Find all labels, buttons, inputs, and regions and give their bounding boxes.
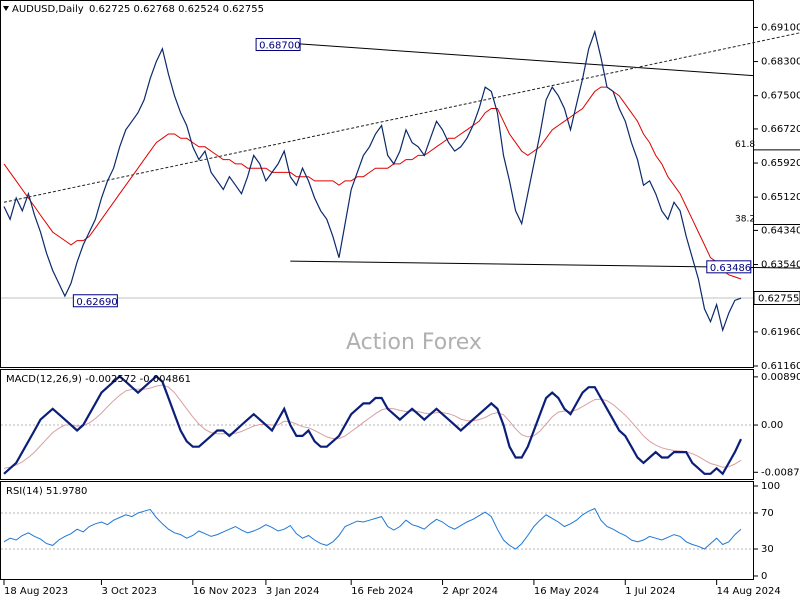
price-label-value: 0.62690 [76, 297, 117, 308]
rsi-panel-title: RSI(14) 51.9780 [6, 486, 87, 497]
price-series [3, 29, 742, 333]
rsi-tick-label: 30 [761, 544, 774, 555]
price-tick-label: 0.61160 [761, 361, 800, 372]
macd-line [3, 374, 742, 476]
rsi-tick-label: 70 [761, 508, 774, 519]
macd-tick-label: 0.00 [761, 420, 783, 431]
price-label-frame [706, 260, 752, 274]
time-tick-label: 3 Jan 2024 [266, 586, 320, 597]
watermark: Action Forex [346, 330, 482, 355]
price-tick-label: 0.69100 [761, 22, 800, 33]
price-label-box: 0.63486 [706, 260, 752, 274]
rsi-series [1, 507, 753, 550]
price-label-value: 0.63486 [710, 263, 751, 274]
price-label-box: 0.68700 [255, 38, 301, 52]
rsi-axis: 100 70 30 0 [754, 481, 780, 582]
moving-average-line [3, 86, 742, 280]
current-price-value: 0.62755 [758, 294, 799, 305]
price-tick-label: 0.68300 [761, 57, 800, 68]
price-axis: 0.69100 0.68300 0.67500 0.66720 0.65920 0.651… [754, 22, 800, 372]
price-label-value: 0.68700 [259, 41, 300, 52]
price-tick-label: 0.61960 [761, 327, 800, 338]
price-panel-frame [0, 0, 754, 368]
chart-header-symbol: AUDUSD,Daily [12, 4, 84, 15]
time-tick-label: 14 Aug 2024 [717, 586, 781, 597]
upper-trendline [278, 41, 754, 77]
price-tick-label: 0.66720 [761, 124, 800, 135]
macd-series [1, 374, 753, 476]
price-label-frame [72, 294, 118, 308]
macd-signal-line [3, 384, 742, 469]
time-tick-label: 2 Apr 2024 [443, 586, 498, 597]
time-tick-label: 1 Jul 2024 [625, 586, 675, 597]
rsi-panel-frame [0, 481, 754, 580]
time-axis: 18 Aug 2023 3 Oct 2023 16 Nov 2023 3 Jan 20… [3, 580, 781, 597]
macd-tick-label: -0.008729 [761, 467, 800, 478]
price-tick-label: 0.65920 [761, 158, 800, 169]
price-tick-label: 0.67500 [761, 91, 800, 102]
fibonacci-level-label: 38.2 [735, 214, 755, 224]
price-tick-label: 0.65120 [761, 192, 800, 203]
time-tick-label: 16 Nov 2023 [193, 586, 257, 597]
price-label-box: 0.62690 [72, 294, 118, 308]
price-tick-label: 0.63540 [761, 260, 800, 271]
time-tick-label: 3 Oct 2023 [101, 586, 156, 597]
time-tick-label: 16 May 2024 [534, 586, 599, 597]
time-tick-label: 16 Feb 2024 [351, 586, 413, 597]
fibonacci-level-label: 61.8 [735, 140, 755, 150]
collapse-arrow-icon[interactable] [3, 6, 9, 11]
price-overlays: 61.8 38.2 [3, 32, 800, 269]
macd-tick-label: 0.008901 [761, 372, 800, 383]
price-line [3, 29, 742, 333]
price-annotations: 0.626900.687000.634860.694100.668700.651… [72, 38, 752, 308]
macd-axis: 0.008901 0.00 -0.008729 [754, 372, 800, 478]
current-price-tag: 0.62755 [753, 291, 800, 305]
chart-header-ohlc: 0.62725 0.62768 0.62524 0.62755 [89, 4, 264, 15]
rsi-tick-label: 0 [761, 571, 767, 582]
price-label-frame [255, 38, 301, 52]
rsi-tick-label: 100 [761, 481, 780, 492]
rsi-line [3, 507, 742, 550]
macd-panel-frame [0, 369, 754, 480]
time-tick-label: 18 Aug 2023 [4, 586, 68, 597]
price-tick-label: 0.64340 [761, 225, 800, 236]
rising-dotted-trendline [3, 32, 800, 203]
macd-panel-title: MACD(12,26,9) -0.002572 -0.004861 [6, 374, 191, 385]
